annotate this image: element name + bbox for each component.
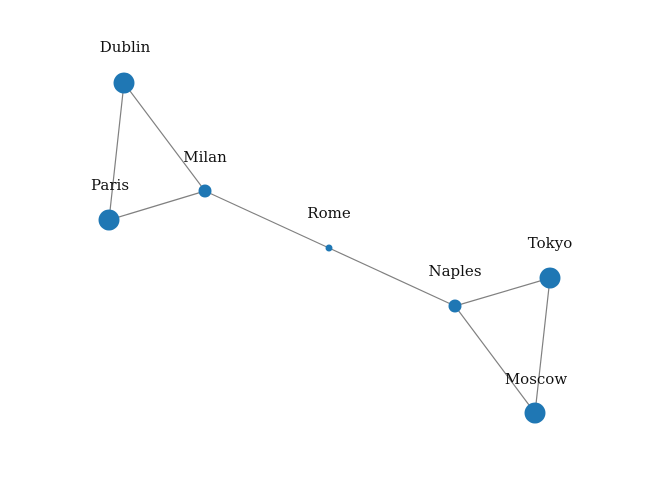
labels-layer: Dublin Milan Paris Rome Naples Tokyo Moscow bbox=[91, 38, 572, 388]
node-tokyo bbox=[539, 267, 561, 289]
nodes-layer bbox=[98, 72, 561, 424]
node-paris bbox=[98, 209, 120, 231]
node-naples bbox=[448, 299, 462, 313]
node-moscow bbox=[524, 402, 546, 424]
node-milan bbox=[198, 184, 212, 198]
edge-naples-moscow bbox=[454, 305, 536, 414]
edges-layer bbox=[108, 82, 551, 414]
edge-dublin-paris bbox=[108, 82, 125, 221]
node-label-naples: Naples bbox=[428, 262, 481, 280]
edge-rome-naples bbox=[328, 247, 456, 307]
node-label-tokyo: Tokyo bbox=[528, 234, 572, 252]
edge-paris-milan bbox=[108, 190, 206, 221]
edge-milan-rome bbox=[204, 190, 330, 249]
node-rome bbox=[325, 244, 333, 252]
node-label-dublin: Dublin bbox=[100, 38, 151, 56]
edge-dublin-milan bbox=[123, 82, 206, 192]
node-label-rome: Rome bbox=[307, 204, 351, 222]
edge-tokyo-moscow bbox=[534, 277, 551, 414]
node-label-milan: Milan bbox=[183, 148, 227, 166]
edge-naples-tokyo bbox=[454, 277, 551, 307]
node-dublin bbox=[113, 72, 135, 94]
node-label-paris: Paris bbox=[91, 176, 129, 194]
node-label-moscow: Moscow bbox=[505, 370, 568, 388]
